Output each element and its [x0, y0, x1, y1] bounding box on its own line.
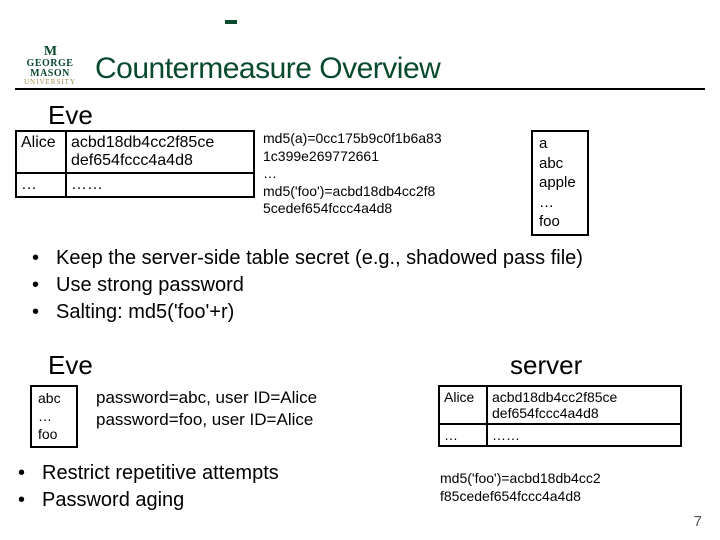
- dictionary-box-2: abc … foo: [30, 385, 78, 448]
- attempts-text: password=abc, user ID=Alice password=foo…: [96, 385, 317, 431]
- bullets-1: • Keep the server-side table secret (e.g.…: [32, 245, 583, 326]
- cell-ellipsis-hash: ……: [67, 174, 253, 196]
- cell-hash: acbd18db4cc2f85ce def654fccc4a4d8: [67, 132, 253, 172]
- logo-name: GEORGE MASON: [15, 59, 85, 79]
- logo-univ: UNIVERSITY: [15, 79, 85, 86]
- bullet-text: Salting: md5('foo'+r): [56, 299, 234, 326]
- cell-user: Alice: [17, 132, 67, 172]
- dict-item: …: [38, 407, 70, 425]
- bullet-icon: •: [18, 460, 28, 487]
- dict-item: a: [539, 134, 581, 154]
- eve-label-1: Eve: [48, 100, 93, 131]
- server-label: server: [510, 350, 582, 381]
- cell-ellipsis: …: [17, 174, 67, 196]
- cell-hash: acbd18db4cc2f85ce def654fccc4a4d8: [488, 387, 680, 423]
- decorative-dash: [225, 20, 237, 24]
- md5-line: md5('foo')=acbd18db4cc2f8: [263, 183, 523, 201]
- logo-m: M: [15, 45, 85, 59]
- row-1: Alice acbd18db4cc2f85ce def654fccc4a4d8 …: [15, 130, 710, 236]
- hash-table-server: Alice acbd18db4cc2f85ce def654fccc4a4d8 …: [438, 385, 682, 447]
- title-row: M GEORGE MASON UNIVERSITY Countermeasure…: [15, 45, 705, 90]
- bullet-icon: •: [18, 487, 28, 514]
- bullet-icon: •: [32, 299, 42, 326]
- dict-item: foo: [38, 425, 70, 443]
- cell-ellipsis: …: [440, 425, 488, 445]
- gmu-logo: M GEORGE MASON UNIVERSITY: [15, 45, 85, 86]
- dict-item: abc: [539, 154, 581, 174]
- md5-line: 5cedef654fccc4a4d8: [263, 200, 523, 218]
- md5-line: f85cedef654fccc4a4d8: [440, 488, 601, 506]
- dict-item: foo: [539, 212, 581, 232]
- bullet-icon: •: [32, 272, 42, 299]
- dict-item: abc: [38, 389, 70, 407]
- hash-table-eve: Alice acbd18db4cc2f85ce def654fccc4a4d8 …: [15, 130, 255, 198]
- dict-item: apple: [539, 173, 581, 193]
- bullets-2: • Restrict repetitive attempts • Password …: [18, 460, 279, 514]
- bullet-icon: •: [32, 245, 42, 272]
- dict-item: …: [539, 193, 581, 213]
- dictionary-box: a abc apple … foo: [531, 130, 589, 236]
- bullet-text: Restrict repetitive attempts: [42, 460, 279, 487]
- md5-line: md5('foo')=acbd18db4cc2: [440, 470, 601, 488]
- cell-ellipsis-hash: ……: [488, 425, 680, 445]
- bullet-text: Keep the server-side table secret (e.g.,…: [56, 245, 583, 272]
- md5-server: md5('foo')=acbd18db4cc2 f85cedef654fccc4…: [440, 470, 601, 505]
- md5-line: …: [263, 165, 523, 183]
- md5-line: md5(a)=0cc175b9c0f1b6a83: [263, 130, 523, 148]
- attempt-line: password=abc, user ID=Alice: [96, 387, 317, 409]
- row-2: abc … foo password=abc, user ID=Alice pa…: [30, 385, 317, 448]
- attempt-line: password=foo, user ID=Alice: [96, 409, 317, 431]
- slide-number: 7: [694, 513, 702, 530]
- cell-user: Alice: [440, 387, 488, 423]
- md5-line: 1c399e269772661: [263, 148, 523, 166]
- eve-label-2: Eve: [48, 350, 93, 381]
- slide-title: Countermeasure Overview: [95, 52, 440, 86]
- bullet-text: Use strong password: [56, 272, 244, 299]
- md5-computations: md5(a)=0cc175b9c0f1b6a83 1c399e269772661…: [263, 130, 523, 218]
- bullet-text: Password aging: [42, 487, 184, 514]
